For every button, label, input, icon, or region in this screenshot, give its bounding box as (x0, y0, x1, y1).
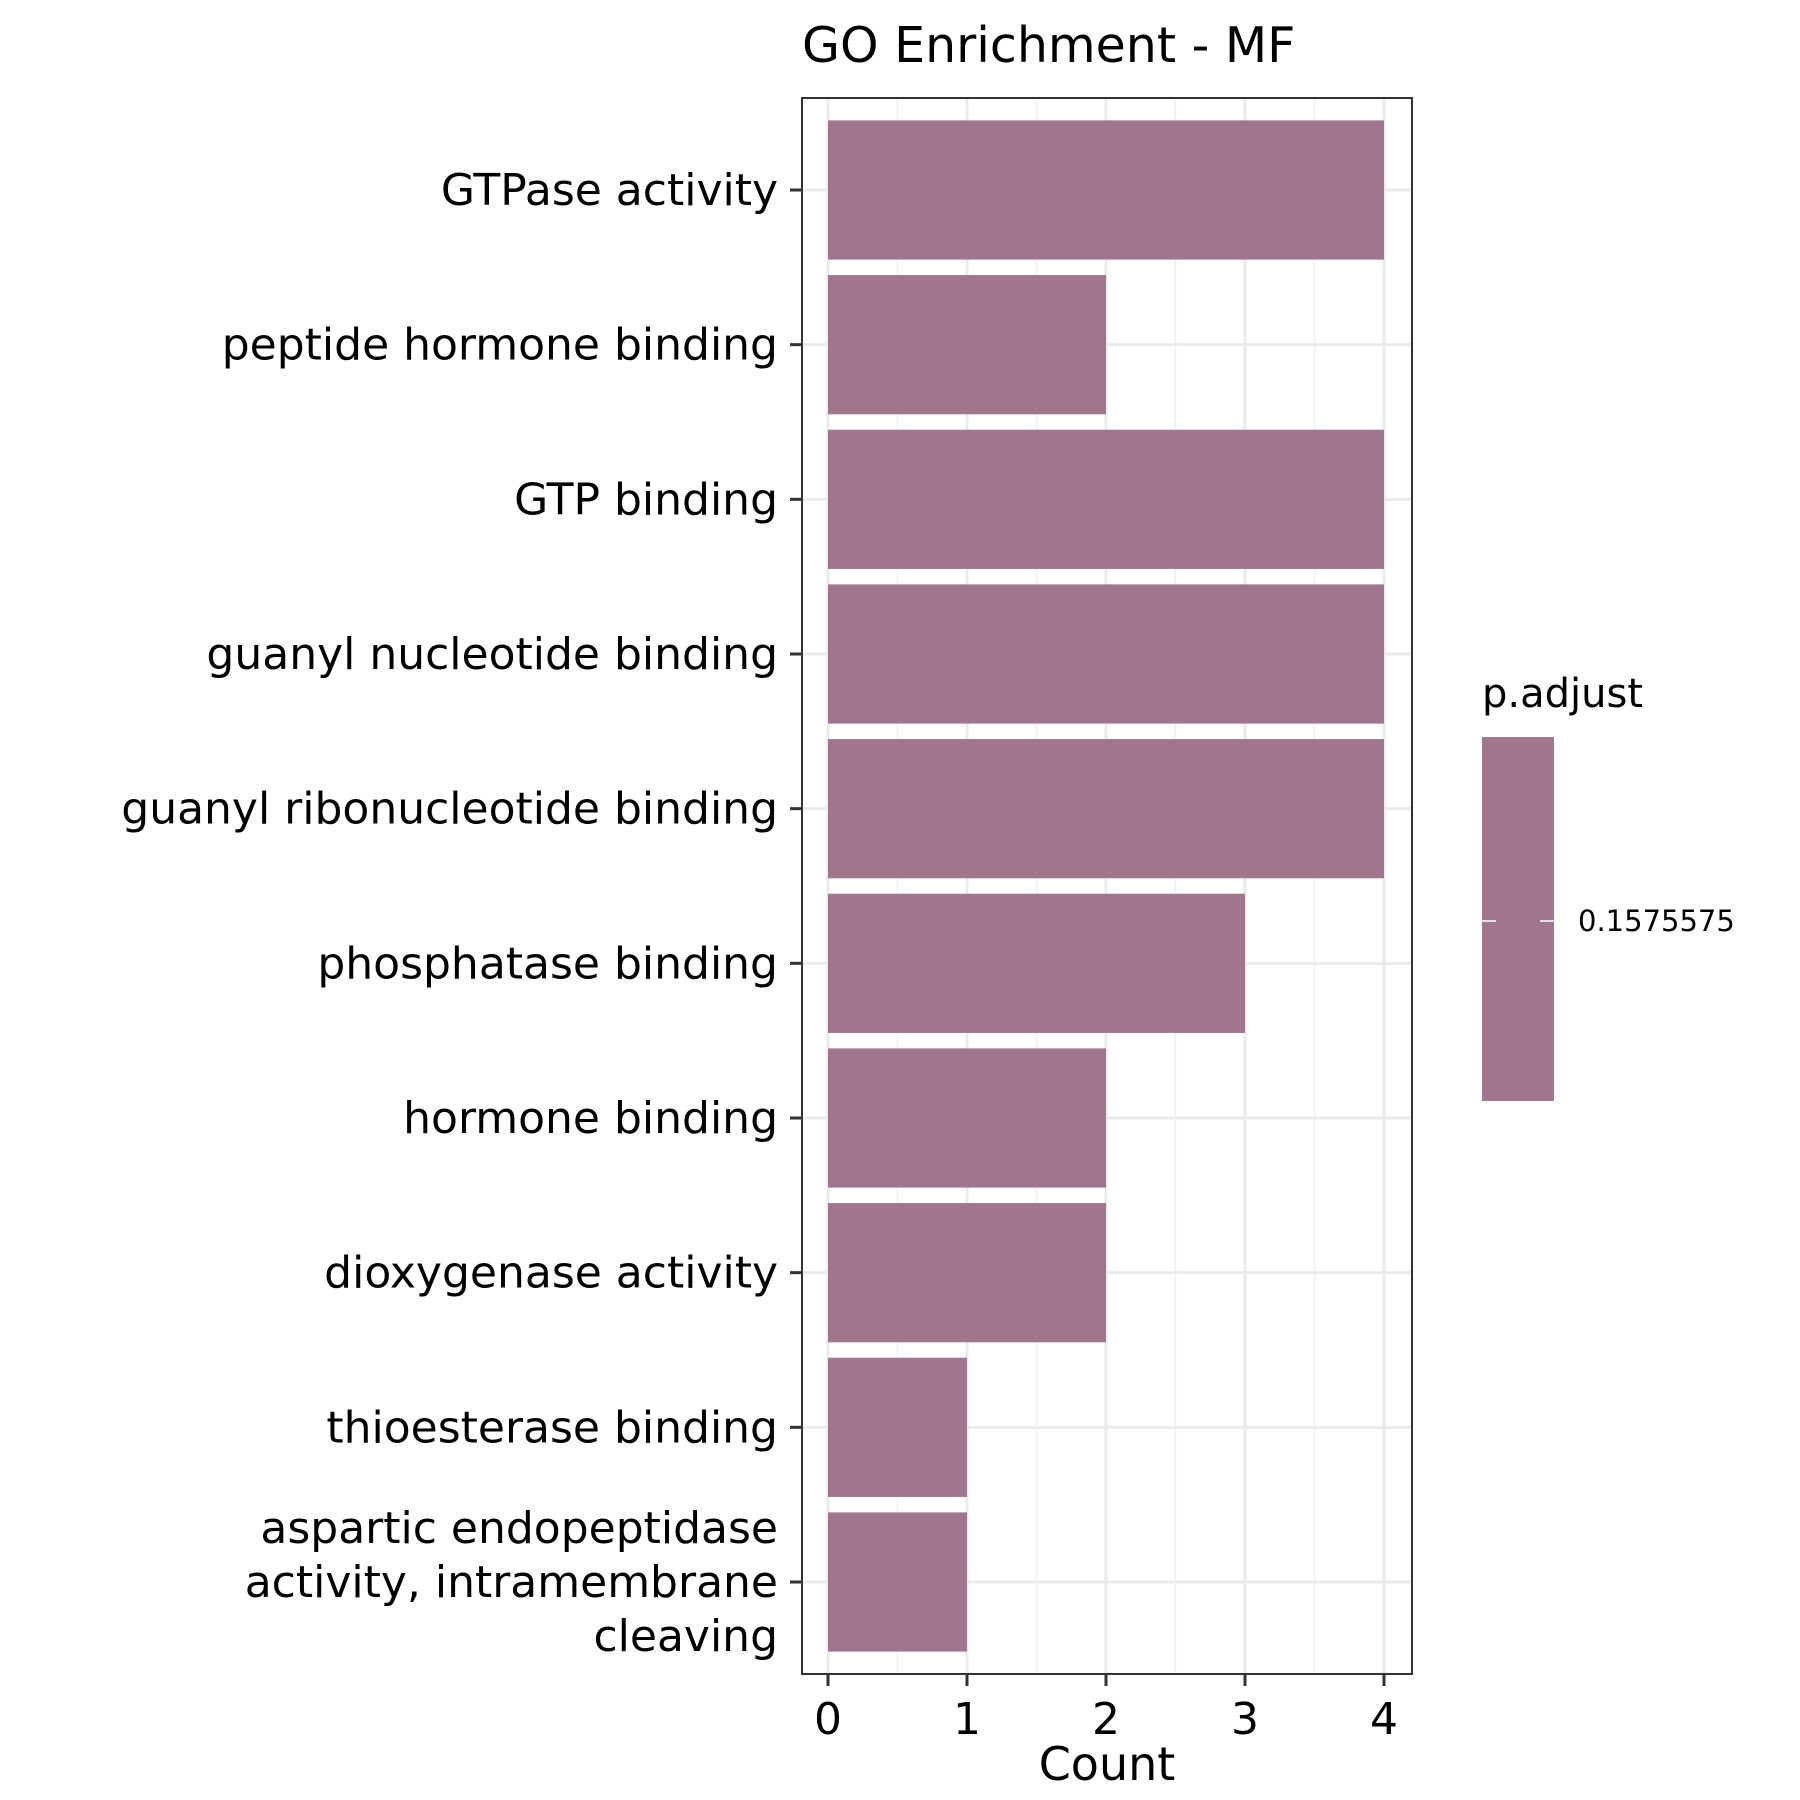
legend: p.adjust 0.1575575 (1482, 671, 1735, 1101)
x-tick-label: 4 (1370, 1694, 1398, 1745)
x-axis: 0 1 2 3 4 (814, 1674, 1398, 1745)
bar (828, 1048, 1106, 1188)
category-label: dioxygenase activity (324, 1248, 778, 1299)
bar (828, 1357, 967, 1497)
x-axis-title: Count (1039, 1737, 1176, 1791)
bar (828, 584, 1384, 724)
bar (828, 893, 1245, 1033)
bar (828, 1512, 967, 1652)
bar (828, 739, 1384, 879)
bar (828, 1203, 1106, 1343)
legend-label: 0.1575575 (1578, 904, 1735, 938)
legend-colorbar (1482, 737, 1554, 1101)
x-tick-label: 2 (1092, 1694, 1120, 1745)
category-label: aspartic endopeptidase activity, intramem… (245, 1503, 778, 1662)
bars (828, 120, 1384, 1652)
plot-panel (801, 97, 1413, 1675)
category-label: GTP binding (514, 474, 778, 525)
x-tick-label: 1 (953, 1694, 981, 1745)
x-tick-label: 3 (1231, 1694, 1259, 1745)
x-tick-label: 0 (814, 1694, 842, 1745)
chart-title: GO Enrichment - MF (802, 17, 1295, 74)
bar (828, 429, 1384, 569)
legend-title: p.adjust (1482, 671, 1643, 717)
bar (828, 275, 1106, 415)
category-label: guanyl nucleotide binding (206, 629, 778, 680)
category-label: thioesterase binding (326, 1402, 778, 1453)
category-label: hormone binding (403, 1093, 778, 1144)
category-label: GTPase activity (441, 165, 778, 216)
y-axis: GTPase activity peptide hormone binding GT… (121, 165, 802, 1662)
category-label: guanyl ribonucleotide binding (121, 784, 778, 835)
bar (828, 120, 1384, 260)
category-label: peptide hormone binding (222, 320, 778, 371)
category-label: phosphatase binding (317, 938, 778, 989)
